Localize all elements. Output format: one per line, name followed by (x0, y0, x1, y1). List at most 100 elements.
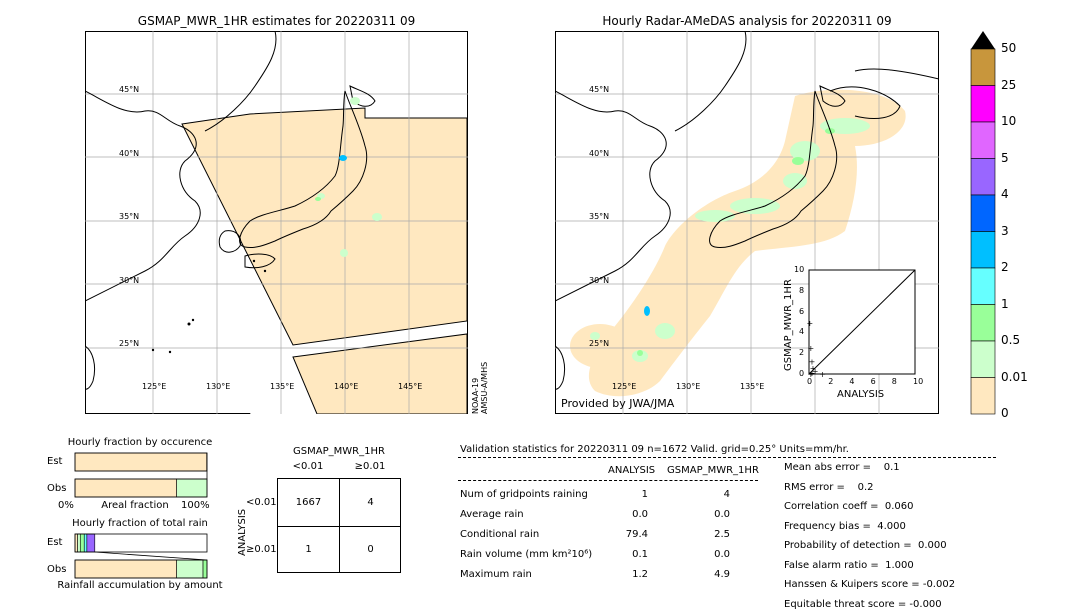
colorbar-label: 50 (1001, 41, 1017, 55)
occurrence-chart (74, 451, 208, 499)
left-lon-label: 140°E (334, 382, 359, 391)
scatter-point: + (819, 370, 826, 379)
scatter-point: + (809, 369, 816, 378)
right-lon-label: 130°E (676, 382, 701, 391)
validation-score: Correlation coeff = 0.060 (784, 501, 914, 512)
right-lat-label: 25°N (589, 339, 610, 348)
contingency-table: 1667 4 1 0 (277, 478, 401, 573)
inset-ytick: 0 (799, 369, 805, 378)
colorbar-cell (970, 158, 996, 196)
validation-score: Hanssen & Kuipers score = -0.002 (784, 579, 956, 590)
validation-cell: Conditional rain (460, 529, 540, 540)
validation-col-gsmap: GSMAP_MWR_1HR (667, 465, 759, 476)
contingency-col-header: ≥0.01 (354, 461, 386, 472)
left-lon-label: 125°E (142, 382, 167, 391)
scatter-point: + (810, 364, 817, 373)
validation-cell: 0.0 (714, 549, 730, 560)
scatter-point: + (809, 358, 816, 367)
scatter-point: + (808, 370, 815, 379)
colorbar-svg (970, 31, 996, 415)
validation-cell: Rain volume (mm km²10⁶) (460, 549, 593, 560)
occurrence-cat-est: Est (47, 456, 63, 467)
left-lon-label: 135°E (270, 382, 295, 391)
colorbar-label: 4 (1001, 187, 1009, 201)
validation-cell: 1.2 (632, 569, 648, 580)
right-map-title: Hourly Radar-AMeDAS analysis for 2022031… (602, 14, 892, 28)
totalrain-xlabel: Rainfall accumulation by amount (57, 580, 223, 591)
validation-score: Mean abs error = 0.1 (784, 462, 900, 473)
right-lat-label: 35°N (589, 212, 610, 221)
contingency-title: GSMAP_MWR_1HR (293, 446, 385, 457)
validation-score: Equitable threat score = -0.000 (784, 598, 942, 610)
left-map-title: GSMAP_MWR_1HR estimates for 20220311 09 (137, 14, 416, 28)
colorbar-cell (970, 304, 996, 342)
inset-xtick: 4 (849, 377, 855, 386)
stacked-bar-segment (77, 533, 81, 553)
left-map-svg (84, 30, 468, 415)
scatter-inset: +++++ +++ (807, 269, 916, 379)
scatter-point: + (807, 319, 814, 328)
left-lat-label: 45°N (119, 85, 140, 94)
occurrence-svg (74, 452, 208, 498)
scatter-point: + (812, 367, 819, 376)
inset-ylabel: GSMAP_MWR_1HR (783, 279, 794, 371)
validation-cell: 0.1 (632, 549, 648, 560)
colorbar-label: 0 (1001, 406, 1009, 420)
left-lon-label: 130°E (206, 382, 231, 391)
contingency-cell: 4 (367, 497, 374, 508)
stacked-bar-segment (86, 533, 96, 553)
colorbar-cell (970, 340, 996, 378)
right-coverage (588, 89, 906, 397)
right-lon-label: 125°E (612, 382, 637, 391)
inset-ytick: 10 (794, 265, 805, 274)
validation-score: False alarm ratio = 1.000 (784, 559, 914, 571)
occurrence-title: Hourly fraction by occurence (67, 437, 213, 448)
stacked-bar-segment (176, 559, 204, 579)
totalrain-title: Hourly fraction of total rain (72, 518, 208, 529)
stacked-bar-segment (176, 478, 208, 498)
left-swath (181, 107, 468, 346)
inset-ytick: 4 (799, 327, 805, 337)
colorbar-label: 1 (1001, 296, 1009, 311)
validation-header: Validation statistics for 20220311 09 n=… (460, 444, 849, 455)
occurrence-xlabel: Areal fraction (101, 500, 169, 511)
validation-cell: Average rain (460, 509, 524, 520)
colorbar-cell (970, 85, 996, 123)
right-lat-label: 40°N (589, 149, 610, 158)
contingency-cell: 1667 (295, 497, 322, 508)
validation-subdivider (458, 480, 758, 481)
inset-ytick: 8 (799, 285, 805, 295)
colorbar: 50 25 10 5 4 3 2 1 0.5 0.01 0 (970, 30, 1028, 420)
right-map: + + + + + + + + 45°N 40°N 35°N 30°N 25°N 125°E … (554, 30, 940, 414)
right-lat-label: 45°N (589, 85, 610, 94)
colorbar-cell (970, 231, 996, 269)
inset-xtick: 10 (913, 377, 924, 386)
occurrence-xmax: 100% (181, 500, 210, 511)
satellite-label: NOAA-19 AMSU-A/MHS (471, 361, 489, 414)
contingency-row-header: <0.01 (246, 497, 277, 508)
stacked-bar-frame (74, 533, 208, 553)
inset-xtick: 2 (828, 377, 834, 386)
validation-cell: 0.0 (714, 509, 730, 520)
validation-cell: 0.0 (632, 509, 648, 520)
colorbar-cell (970, 377, 996, 415)
validation-score: RMS error = 0.2 (784, 481, 874, 493)
right-map-svg: +++++ +++ (554, 30, 940, 414)
colorbar-cell (970, 267, 996, 305)
colorbar-label: 3 (1001, 223, 1009, 238)
inset-xtick: 8 (891, 377, 897, 386)
stacked-bar-segment (202, 559, 208, 579)
colorbar-label: 0.01 (1001, 369, 1028, 384)
validation-divider (458, 457, 996, 458)
left-lat-label: 30°N (119, 276, 140, 285)
colorbar-label: 25 (1001, 77, 1017, 92)
left-lat-label: 25°N (119, 339, 140, 348)
occurrence-xmin: 0% (58, 500, 74, 511)
stacked-bar-segment (74, 452, 208, 472)
colorbar-label: 5 (1001, 150, 1009, 165)
inset-ytick: 2 (799, 348, 805, 358)
validation-col-analysis: ANALYSIS (608, 465, 656, 476)
colorbar-cell (970, 121, 996, 159)
right-lat-label: 30°N (589, 276, 610, 285)
colorbar-label: 0.5 (1001, 333, 1021, 347)
